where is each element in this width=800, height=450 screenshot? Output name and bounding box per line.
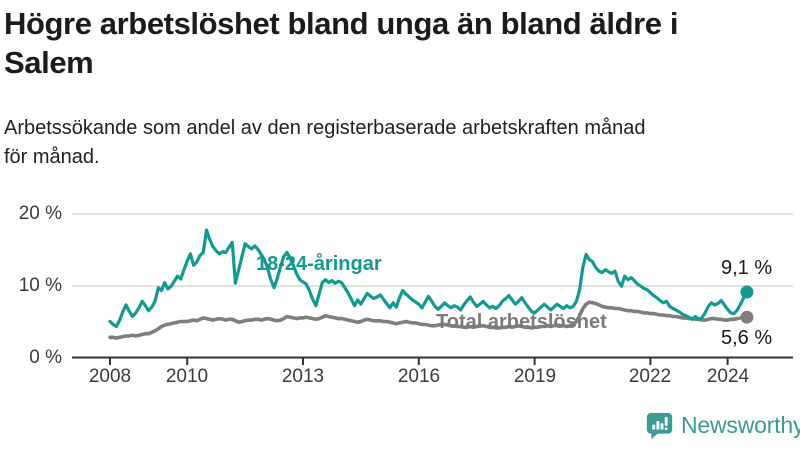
y-tick-label-10: 10 % [18,275,62,296]
x-tick-label-2016: 2016 [397,366,441,387]
end-value-total: 5,6 % [721,327,773,349]
x-axis-ticks [109,357,729,365]
x-tick-label-2013: 2013 [281,366,325,387]
series-label-young: 18-24-åringar [256,253,382,275]
newsworthy-wordmark: Newsworthy [681,412,800,438]
x-tick-label-2022: 2022 [628,366,672,387]
series-line-18-24-åringar [108,228,749,329]
series-end-dot-18-24-åringar [740,285,754,299]
series-label-total: Total arbetslöshet [436,311,607,333]
newsworthy-logo[interactable]: Newsworthy [645,411,800,440]
bar-chart-speech-bubble-icon [646,412,673,440]
x-tick-label-2019: 2019 [513,366,557,387]
chart-subtitle-line1: Arbetssökande som andel av den registerb… [4,117,646,139]
page-title-line2: Salem [4,45,94,80]
chart-subtitle: Arbetssökande som andel av den registerb… [4,114,794,172]
y-tick-label-0: 0 % [29,347,62,368]
x-tick-label-2010: 2010 [165,366,209,387]
series-end-dot-Total arbetslöshet [740,310,754,324]
series-line-Total arbetslöshet [108,300,749,340]
end-value-young: 9,1 % [721,257,773,279]
chart-subtitle-line2: för månad. [4,146,100,168]
x-tick-label-2024: 2024 [706,366,750,387]
series-lines [108,228,754,340]
y-tick-label-20: 20 % [18,203,62,224]
page-title: Högre arbetslöshet bland unga än bland ä… [4,4,798,82]
page-title-line1: Högre arbetslöshet bland unga än bland ä… [4,6,679,41]
x-tick-label-2008: 2008 [88,366,132,387]
